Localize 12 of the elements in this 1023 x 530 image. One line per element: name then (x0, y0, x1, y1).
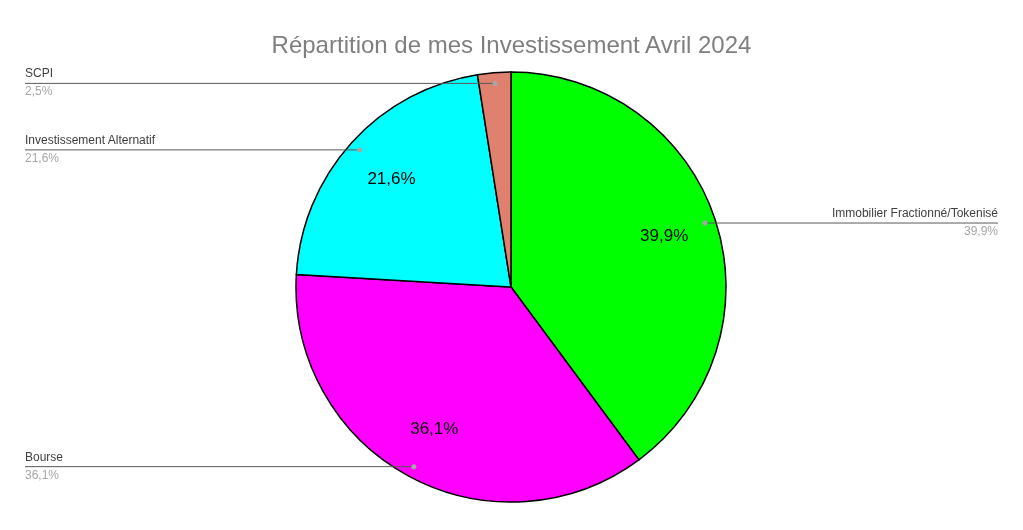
slice-label: Bourse (25, 449, 64, 464)
slice-label: Investissement Alternatif (25, 132, 156, 147)
data-label: 2,5% (25, 84, 53, 99)
slice-label: SCPI (25, 66, 54, 81)
chart-title: Répartition de mes Investissement Avril 2024 (271, 31, 752, 58)
slice-label: Immobilier Fractionné/Tokenisé (831, 206, 999, 221)
text: 39,9% (640, 226, 689, 246)
text: 36,1% (410, 418, 459, 438)
text: 21,6% (367, 168, 416, 188)
data-label: 21,6% (25, 150, 60, 165)
data-label: 36,1% (25, 467, 60, 482)
data-label: 39,9% (963, 224, 999, 239)
